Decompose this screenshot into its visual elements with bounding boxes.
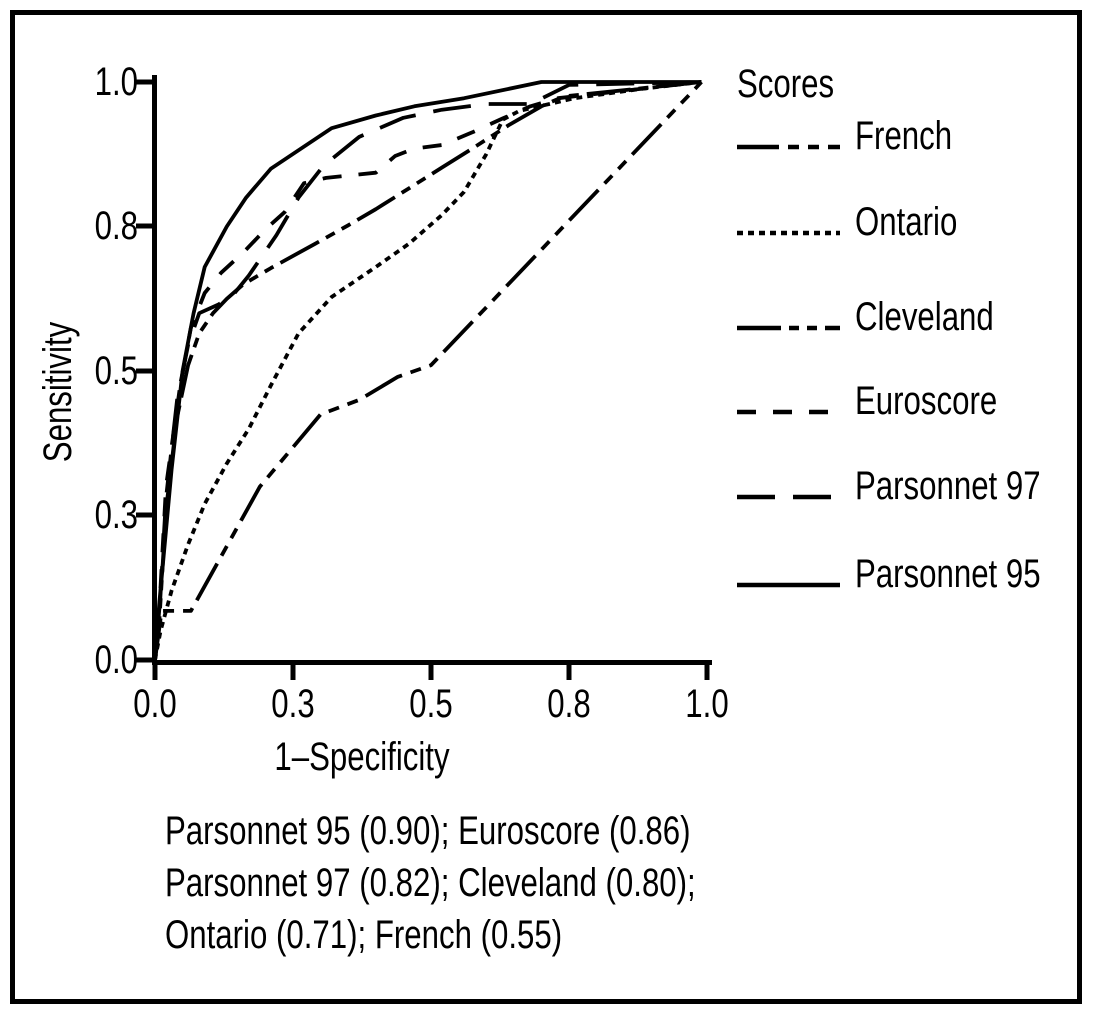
legend-label-parsonnet97: Parsonnet 97 (855, 464, 1041, 508)
legend-swatch-euroscore (737, 409, 840, 415)
x-tick-label: 0.8 (547, 682, 591, 726)
y-axis-title: Sensitivity (36, 321, 80, 463)
x-axis-title: 1–Specificity (274, 735, 450, 779)
legend-swatch-ontario (737, 230, 840, 236)
curve-french (153, 80, 703, 661)
auc-annotation-line-3: Ontario (0.71); French (0.55) (165, 913, 563, 957)
y-tick-label: 0.5 (94, 349, 138, 393)
x-tick-label: 0.5 (409, 682, 453, 726)
legend-label-parsonnet95: Parsonnet 95 (855, 552, 1041, 596)
y-tick-label: 1.0 (94, 60, 138, 104)
x-tick-label: 0.0 (133, 682, 177, 726)
x-tick-label: 0.3 (271, 682, 315, 726)
y-tick-label: 0.0 (94, 638, 138, 682)
legend-title: Scores (737, 62, 835, 106)
legend-swatch-french (737, 144, 840, 150)
auc-annotation-line-2: Parsonnet 97 (0.82); Cleveland (0.80); (165, 861, 696, 905)
legend-swatch-parsonnet95 (737, 582, 840, 588)
curve-parsonnet95 (153, 80, 702, 661)
legend-label-ontario: Ontario (855, 200, 958, 244)
legend-label-french: French (855, 114, 953, 158)
auc-annotation-line-1: Parsonnet 95 (0.90); Euroscore (0.86) (165, 809, 691, 853)
legend-swatch-parsonnet97 (737, 494, 840, 500)
figure-border (10, 10, 1082, 1004)
legend-label-euroscore: Euroscore (855, 379, 998, 423)
axes (136, 75, 712, 680)
x-tick-label: 1.0 (685, 682, 729, 726)
y-tick-label: 0.8 (94, 204, 138, 248)
y-tick-label: 0.3 (94, 493, 138, 537)
curve-ontario (153, 80, 702, 661)
legend-label-cleveland: Cleveland (855, 295, 994, 339)
curve-parsonnet97 (153, 80, 702, 661)
roc-curves (153, 80, 703, 661)
legend-swatch-cleveland (737, 325, 840, 331)
